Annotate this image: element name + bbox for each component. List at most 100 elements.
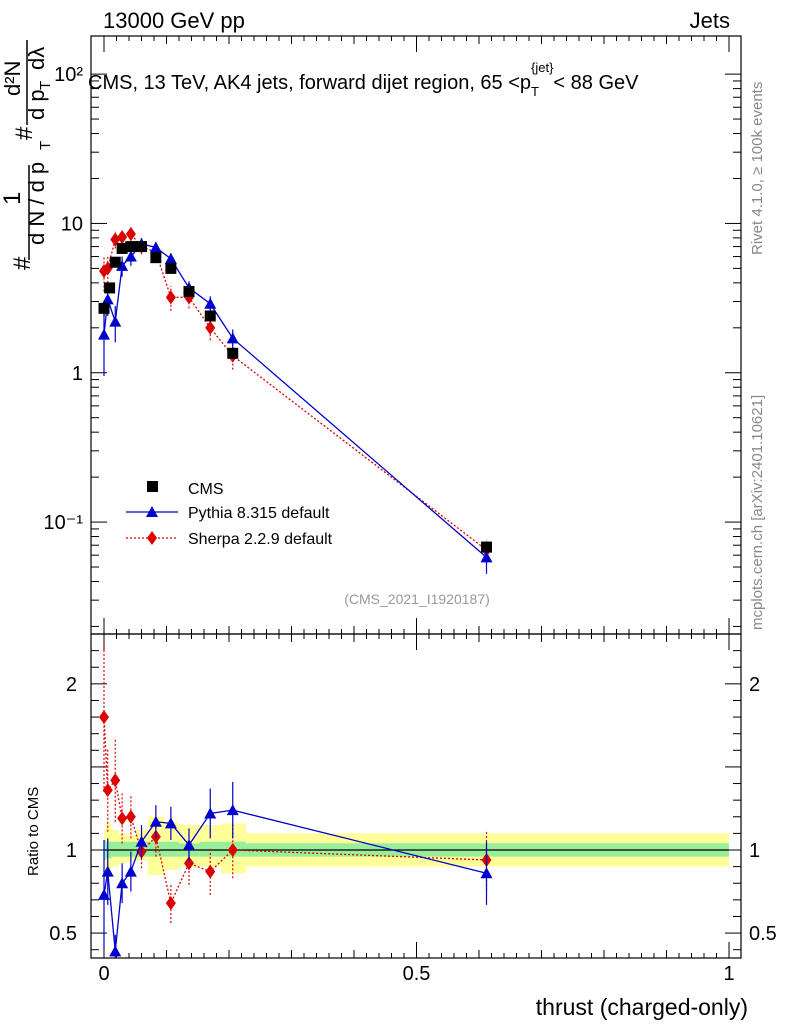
pythia-main-point (149, 241, 162, 253)
ratio-panel-frame (90, 633, 742, 959)
stat-band-segment (111, 841, 119, 857)
ratio-y-axis-label: Ratio to CMS (25, 787, 42, 876)
x-tick-label: 0.5 (403, 963, 431, 985)
legend-sherpa-label: Sherpa 2.2.9 default (188, 531, 333, 548)
cms-main-point (481, 541, 492, 553)
cms-main-point (227, 347, 239, 359)
stat-band-segment (147, 841, 164, 857)
sherpa-ratio-line (103, 717, 487, 906)
pythia-ratio-point (98, 888, 110, 900)
sherpa-ratio-point (117, 811, 128, 826)
analysis-tag: (CMS_2021_I1920187) (344, 591, 490, 607)
legend-pythia-label: Pythia 8.315 default (188, 505, 330, 522)
ylabel-d2n-den-sub: T (37, 81, 54, 90)
header-left: 13000 GeV pp (103, 8, 245, 33)
ratio-y-tick-label-right: 2 (749, 674, 760, 696)
sherpa-ratio-point (99, 710, 109, 725)
header-right: Jets (690, 8, 730, 33)
ylabel-hash-left: # (9, 256, 36, 270)
pythia-main-point (164, 252, 177, 264)
pythia-ratio-point (124, 865, 137, 877)
ylabel-hash-2: # (11, 126, 38, 140)
cms-main-point (204, 310, 216, 322)
ratio-y-tick-label-right: 1 (749, 840, 760, 862)
pythia-main-point (204, 297, 217, 309)
main-y-tick-label: 10² (54, 64, 83, 86)
ylabel-dlambda: dλ (24, 47, 49, 70)
legend-cms-marker (147, 481, 158, 492)
main-y-tick-label: 10⁻¹ (44, 512, 84, 534)
pythia-ratio-point (116, 877, 129, 889)
main-series (98, 226, 493, 574)
axis-ticks: 0 0.5 1 10⁻¹ 1 10 10² 0.5 0.5 1 1 2 2 (44, 36, 777, 985)
pythia-ratio-point (480, 867, 493, 879)
x-axis-label: thrust (charged-only) (536, 994, 748, 1020)
pythia-main-point (98, 328, 110, 340)
legend-cms-label: CMS (188, 481, 224, 498)
ratio-y-tick-label: 1 (66, 840, 77, 862)
sherpa-ratio-point (125, 809, 136, 824)
cms-main-point (98, 302, 110, 314)
stat-band-segment (126, 841, 136, 857)
title-sup: {jet} (531, 60, 554, 75)
pythia-main-point (109, 315, 122, 327)
main-y-axis-label: # 1 d N / d p T # d²N d p T dλ (0, 40, 54, 270)
main-y-tick-label: 10 (61, 213, 83, 235)
ratio-y-tick-label: 2 (66, 674, 77, 696)
ylabel-frac-den-sub: T (37, 141, 54, 150)
ylabel-d2n-den: d p (24, 89, 49, 120)
cms-main-point (183, 286, 195, 298)
ratio-y-tick-label-right: 0.5 (749, 923, 777, 945)
stat-band-segment (164, 841, 179, 857)
pythia-main-point (226, 332, 239, 344)
pythia-ratio-point (226, 804, 239, 816)
pythia-ratio-point (204, 807, 217, 819)
cms-main-point (104, 282, 116, 294)
sherpa-ratio-point (110, 773, 121, 788)
legend: CMS Pythia 8.315 default Sherpa 2.2.9 de… (126, 481, 333, 548)
title-sub: T (531, 84, 539, 99)
stat-band-segment (119, 841, 127, 857)
ylabel-frac-den: d N / d p (24, 162, 49, 245)
ylabel-frac-num: 1 (0, 192, 26, 205)
rivet-label: Rivet 4.1.0, ≥ 100k events (749, 82, 766, 255)
ylabel-d2n: d²N (0, 61, 25, 96)
pythia-ratio-line (103, 809, 487, 952)
title-before: CMS, 13 TeV, AK4 jets, forward dijet reg… (88, 72, 531, 94)
main-y-tick-label: 1 (72, 363, 83, 385)
legend-sherpa-marker (147, 531, 157, 545)
pythia-main-point (124, 250, 137, 262)
sherpa-ratio-point (227, 843, 238, 857)
sherpa-ratio-point (102, 783, 113, 798)
ratio-y-tick-label: 0.5 (49, 923, 77, 945)
x-tick-label: 0 (98, 963, 109, 985)
x-tick-label: 1 (723, 963, 734, 985)
mcplots-label: mcplots.cern.ch [arXiv:2401.10621] (749, 395, 766, 630)
cms-main-point (116, 242, 128, 254)
ratio-series (98, 642, 493, 958)
chart-title: CMS, 13 TeV, AK4 jets, forward dijet reg… (88, 60, 639, 99)
sherpa-main-point (165, 290, 176, 305)
sherpa-main-point (205, 320, 216, 335)
ratio-bands (104, 816, 729, 880)
pythia-ratio-point (101, 865, 114, 877)
cms-main-point (125, 241, 137, 253)
pythia-main-point (101, 293, 114, 305)
sherpa-ratio-point (165, 896, 176, 911)
cms-main-point (136, 241, 147, 253)
sherpa-ratio-point (184, 856, 194, 871)
title-after: < 88 GeV (553, 72, 639, 94)
cms-main-point (150, 252, 162, 264)
cms-main-point (165, 262, 177, 274)
legend-pythia-marker (146, 506, 158, 517)
pythia-main-point (480, 551, 493, 563)
pythia-ratio-point (109, 945, 122, 957)
pythia-ratio-point (149, 815, 162, 827)
sherpa-main-point (125, 226, 136, 241)
sherpa-ratio-point (205, 864, 216, 879)
cms-main-point (109, 256, 121, 268)
pythia-ratio-point (183, 839, 195, 851)
pythia-main-point (116, 259, 129, 271)
pythia-ratio-point (135, 835, 148, 847)
